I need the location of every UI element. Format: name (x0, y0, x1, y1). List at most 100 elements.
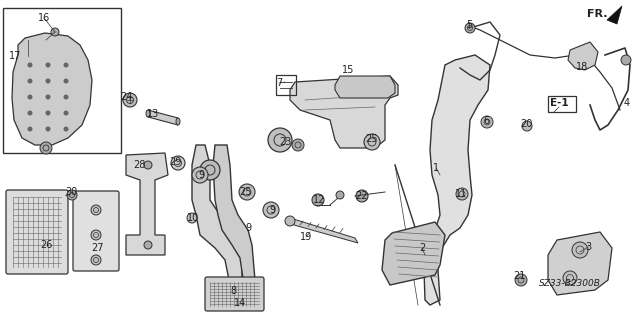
Circle shape (45, 127, 51, 131)
Circle shape (45, 94, 51, 100)
Circle shape (263, 202, 279, 218)
Text: SZ33-B2300B: SZ33-B2300B (539, 279, 601, 288)
Circle shape (285, 216, 295, 226)
Circle shape (336, 191, 344, 199)
Text: 20: 20 (520, 119, 532, 129)
Circle shape (456, 188, 468, 200)
Text: 23: 23 (279, 137, 291, 147)
Text: 1: 1 (433, 163, 439, 173)
FancyBboxPatch shape (548, 96, 576, 112)
Circle shape (28, 78, 33, 84)
Text: 19: 19 (300, 232, 312, 242)
Text: 10: 10 (187, 213, 199, 223)
Circle shape (28, 63, 33, 68)
Polygon shape (607, 6, 622, 24)
Circle shape (481, 116, 493, 128)
Circle shape (268, 128, 292, 152)
Circle shape (563, 271, 577, 285)
Text: 18: 18 (576, 62, 588, 72)
Circle shape (28, 127, 33, 131)
Text: 25: 25 (365, 134, 378, 144)
Text: 16: 16 (38, 13, 50, 23)
Circle shape (192, 167, 208, 183)
Circle shape (45, 63, 51, 68)
Bar (3, 8, 121, 153)
Polygon shape (335, 76, 395, 98)
Circle shape (515, 274, 527, 286)
Text: 6: 6 (483, 116, 489, 126)
Circle shape (187, 213, 197, 223)
Circle shape (356, 190, 368, 202)
Text: 11: 11 (455, 189, 467, 199)
Text: 24: 24 (120, 92, 132, 102)
Circle shape (91, 255, 101, 265)
Circle shape (572, 242, 588, 258)
FancyBboxPatch shape (6, 190, 68, 274)
Polygon shape (424, 55, 490, 305)
Circle shape (522, 121, 532, 131)
Polygon shape (568, 42, 598, 70)
Text: 15: 15 (342, 65, 354, 75)
FancyBboxPatch shape (205, 277, 264, 311)
Circle shape (63, 63, 68, 68)
Circle shape (51, 28, 59, 36)
Circle shape (67, 190, 77, 200)
Text: 30: 30 (65, 187, 77, 197)
Text: E-1: E-1 (550, 98, 568, 108)
Text: FR.: FR. (587, 9, 607, 19)
Circle shape (364, 134, 380, 150)
FancyBboxPatch shape (73, 191, 119, 271)
Circle shape (144, 241, 152, 249)
Circle shape (171, 156, 185, 170)
Text: 26: 26 (40, 240, 52, 250)
Text: 21: 21 (513, 271, 525, 281)
Text: 3: 3 (585, 242, 591, 252)
Text: 28: 28 (133, 160, 145, 170)
Polygon shape (12, 33, 92, 145)
Circle shape (144, 161, 152, 169)
Polygon shape (290, 76, 398, 148)
Circle shape (45, 110, 51, 115)
Text: 4: 4 (624, 98, 630, 108)
Text: 8: 8 (230, 286, 236, 296)
Circle shape (91, 230, 101, 240)
Text: 13: 13 (147, 109, 159, 119)
Polygon shape (126, 153, 168, 255)
Circle shape (312, 194, 324, 206)
Circle shape (40, 142, 52, 154)
Polygon shape (290, 218, 358, 243)
Polygon shape (213, 145, 255, 285)
Text: 17: 17 (9, 51, 21, 61)
Circle shape (200, 160, 220, 180)
Text: 5: 5 (466, 20, 472, 30)
Circle shape (123, 93, 137, 107)
Text: 29: 29 (169, 157, 181, 167)
Ellipse shape (146, 110, 150, 117)
Circle shape (621, 55, 631, 65)
Text: 9: 9 (269, 205, 275, 215)
Text: 9: 9 (198, 170, 204, 180)
Text: 27: 27 (91, 243, 103, 253)
Circle shape (63, 110, 68, 115)
Text: 14: 14 (234, 298, 246, 308)
Circle shape (63, 127, 68, 131)
Circle shape (63, 94, 68, 100)
Circle shape (292, 139, 304, 151)
Text: 25: 25 (239, 187, 252, 197)
Circle shape (28, 110, 33, 115)
Circle shape (239, 184, 255, 200)
Circle shape (465, 23, 475, 33)
Polygon shape (192, 145, 242, 285)
Text: 22: 22 (355, 191, 367, 201)
Circle shape (63, 78, 68, 84)
Circle shape (45, 78, 51, 84)
Circle shape (28, 94, 33, 100)
Polygon shape (548, 232, 612, 295)
Text: 2: 2 (419, 243, 425, 253)
Circle shape (91, 205, 101, 215)
Text: 12: 12 (313, 195, 325, 205)
Polygon shape (382, 222, 445, 285)
Text: 9: 9 (245, 223, 251, 233)
Ellipse shape (176, 118, 180, 125)
Polygon shape (148, 110, 178, 125)
